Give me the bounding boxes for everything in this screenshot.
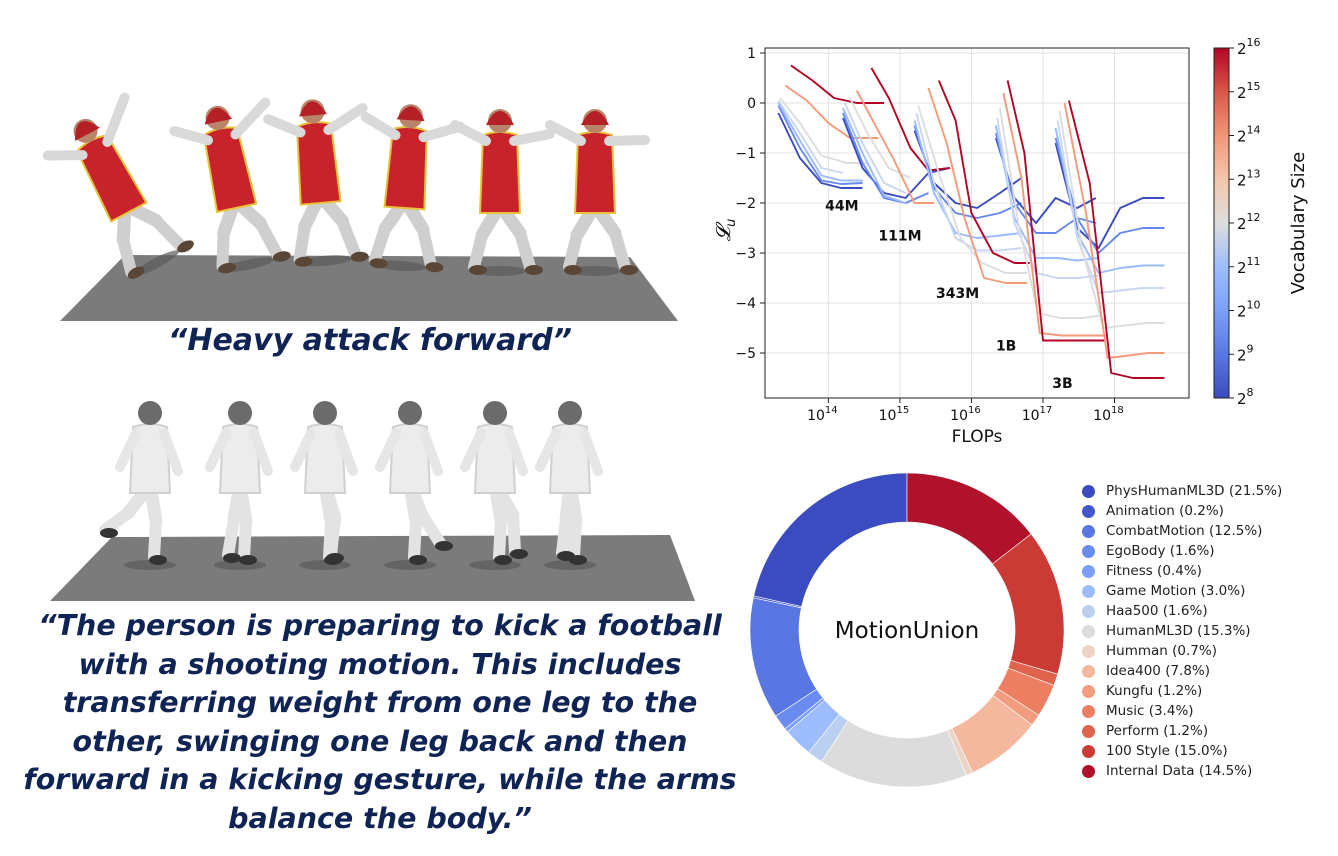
- colorbar-label: Vocabulary Size: [1288, 152, 1309, 294]
- x-axis-label: FLOPs: [952, 427, 1003, 447]
- legend-label: Game Motion (3.0%): [1106, 583, 1245, 599]
- legend-swatch: [1082, 725, 1095, 738]
- y-axis-label: 𝓛u: [711, 219, 739, 242]
- legend-swatch: [1082, 485, 1095, 498]
- colorbar-tick-label: 29: [1237, 342, 1254, 364]
- x-tick-label: 1014: [807, 405, 838, 424]
- legend-label: Fitness (0.4%): [1106, 563, 1202, 579]
- legend-swatch: [1082, 565, 1095, 578]
- y-tick-label: −4: [735, 296, 756, 312]
- series-line-3B-vocab-2e9: [1056, 138, 1165, 253]
- scaling-loss-chart: 44M 111M 343M 1B 3B 1014 1015 1016 1017 1018 1 0 −…: [700, 30, 1330, 450]
- legend-label: CombatMotion (12.5%): [1106, 523, 1262, 539]
- legend-swatch: [1082, 505, 1095, 518]
- colorbar-tick-label: 213: [1237, 167, 1261, 189]
- legend-label: 100 Style (15.0%): [1106, 743, 1228, 759]
- x-tick-label: 1015: [879, 405, 910, 424]
- dataset-legend: PhysHumanML3D (21.5%) Animation (0.2%) Com…: [1082, 481, 1282, 781]
- legend-item: Perform (1.2%): [1082, 721, 1282, 741]
- x-tick-label: 1016: [950, 405, 981, 424]
- caption-football-kick: “The person is preparing to kick a footb…: [20, 607, 740, 838]
- legend-swatch: [1082, 625, 1095, 638]
- warrior-pose-3: [267, 95, 376, 270]
- legend-item: Music (3.4%): [1082, 701, 1282, 721]
- series-line-44M-vocab-2e16: [791, 66, 884, 104]
- kick-motion-illustration: [50, 375, 710, 605]
- legend-label: Internal Data (14.5%): [1106, 763, 1252, 779]
- series-line-343M-vocab-2e16: [939, 81, 1030, 264]
- legend-item: CombatMotion (12.5%): [1082, 521, 1282, 541]
- legend-label: Animation (0.2%): [1106, 503, 1224, 519]
- colorbar-tick-label: 212: [1237, 211, 1261, 233]
- legend-item: Fitness (0.4%): [1082, 561, 1282, 581]
- legend-swatch: [1082, 765, 1095, 778]
- y-tick-label: −5: [735, 346, 756, 362]
- legend-item: HumanML3D (15.3%): [1082, 621, 1282, 641]
- warrior-pose-5: [455, 109, 550, 276]
- colorbar-tick-label: 214: [1237, 124, 1261, 146]
- y-tick-label: −2: [735, 196, 756, 212]
- x-tick-label: 1017: [1022, 405, 1053, 424]
- y-tick-label: −3: [735, 246, 756, 262]
- legend-swatch: [1082, 545, 1095, 558]
- y-tick-label: −1: [735, 146, 756, 162]
- legend-label: Music (3.4%): [1106, 703, 1194, 719]
- motionunion-donut-chart: MotionUnion: [748, 470, 1068, 790]
- legend-swatch: [1082, 745, 1095, 758]
- warrior-pose-6: [550, 109, 645, 276]
- colorbar-tick-label: 210: [1237, 299, 1261, 321]
- legend-swatch: [1082, 585, 1095, 598]
- legend-swatch: [1082, 705, 1095, 718]
- legend-swatch: [1082, 605, 1095, 618]
- donut-slice: [822, 721, 967, 787]
- caption-heavy-attack: “Heavy attack forward”: [140, 323, 600, 358]
- legend-label: PhysHumanML3D (21.5%): [1106, 483, 1282, 499]
- colorbar-tick-label: 216: [1237, 36, 1261, 58]
- legend-swatch: [1082, 645, 1095, 658]
- legend-label: HumanML3D (15.3%): [1106, 623, 1251, 639]
- colorbar-tick-label: 28: [1237, 386, 1254, 408]
- legend-item: PhysHumanML3D (21.5%): [1082, 481, 1282, 501]
- donut-slice: [754, 473, 907, 607]
- legend-swatch: [1082, 525, 1095, 538]
- legend-item: EgoBody (1.6%): [1082, 541, 1282, 561]
- legend-swatch: [1082, 685, 1095, 698]
- model-size-annotation: 44M: [825, 199, 858, 215]
- legend-item: 100 Style (15.0%): [1082, 741, 1282, 761]
- series-line-44M-vocab-2e14: [785, 86, 878, 139]
- colorbar-tick-label: 215: [1237, 80, 1261, 102]
- legend-item: Haa500 (1.6%): [1082, 601, 1282, 621]
- legend-label: Kungfu (1.2%): [1106, 683, 1202, 699]
- legend-item: Humman (0.7%): [1082, 641, 1282, 661]
- legend-label: Idea400 (7.8%): [1106, 663, 1210, 679]
- model-size-annotation: 343M: [936, 286, 979, 302]
- legend-item: Idea400 (7.8%): [1082, 661, 1282, 681]
- legend-label: Haa500 (1.6%): [1106, 603, 1208, 619]
- legend-item: Game Motion (3.0%): [1082, 581, 1282, 601]
- y-tick-label: 0: [747, 96, 756, 112]
- model-size-annotation: 3B: [1052, 376, 1072, 392]
- model-size-annotation: 1B: [996, 339, 1016, 355]
- legend-label: EgoBody (1.6%): [1106, 543, 1215, 559]
- series-line-1B-vocab-2e16: [1008, 81, 1106, 341]
- warrior-pose-4: [355, 101, 461, 274]
- colorbar-tick-label: 211: [1237, 255, 1261, 277]
- legend-label: Perform (1.2%): [1106, 723, 1208, 739]
- legend-item: Animation (0.2%): [1082, 501, 1282, 521]
- legend-item: Internal Data (14.5%): [1082, 761, 1282, 781]
- legend-label: Humman (0.7%): [1106, 643, 1217, 659]
- warrior-motion-illustration: [30, 35, 710, 325]
- y-tick-label: 1: [747, 46, 756, 62]
- series-line-44M-vocab-2e11: [778, 101, 843, 174]
- legend-item: Kungfu (1.2%): [1082, 681, 1282, 701]
- model-size-annotation: 111M: [878, 229, 921, 245]
- legend-swatch: [1082, 665, 1095, 678]
- donut-center-label: MotionUnion: [835, 618, 979, 644]
- colorbar: [1214, 48, 1229, 398]
- x-tick-label: 1018: [1093, 405, 1124, 424]
